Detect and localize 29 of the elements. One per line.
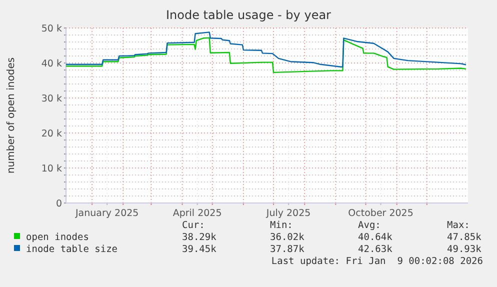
x-tick-label: October 2025 <box>348 208 414 219</box>
text: 49.93k <box>447 244 482 255</box>
line-series <box>65 32 467 68</box>
x-tick-label: July 2025 <box>265 208 311 219</box>
text: 36.02k <box>270 232 305 243</box>
text: 37.87k <box>270 244 305 255</box>
text: Min: <box>270 220 293 231</box>
x-tick-label: April 2025 <box>172 208 222 219</box>
text: Avg: <box>358 220 381 231</box>
text: 42.63k <box>358 244 393 255</box>
line-series <box>65 37 467 74</box>
y-tick-label: 30 k <box>41 94 62 104</box>
text: 38.29k <box>182 232 217 243</box>
y-axis-title: number of open inodes <box>6 57 17 174</box>
y-tick-label: 20 k <box>41 128 62 140</box>
text: Cur: <box>182 220 205 231</box>
text: 39.45k <box>182 244 217 255</box>
text: 47.85k <box>447 232 482 243</box>
chart-title: Inode table usage - by year <box>166 8 332 22</box>
text: Max: <box>447 220 470 231</box>
y-tick-label: 0 <box>56 198 62 210</box>
x-tick-label: January 2025 <box>74 208 139 219</box>
text: Last update: Fri Jan 9 00:02:08 2026 <box>271 256 484 267</box>
text: 40.64k <box>358 232 393 243</box>
y-tick-label: 50 k <box>41 24 62 34</box>
legend-label: inode table size <box>26 244 118 255</box>
y-tick-label: 10 k <box>41 164 62 174</box>
y-tick-label: 40 k <box>41 58 62 70</box>
legend-label: open inodes <box>26 232 89 243</box>
